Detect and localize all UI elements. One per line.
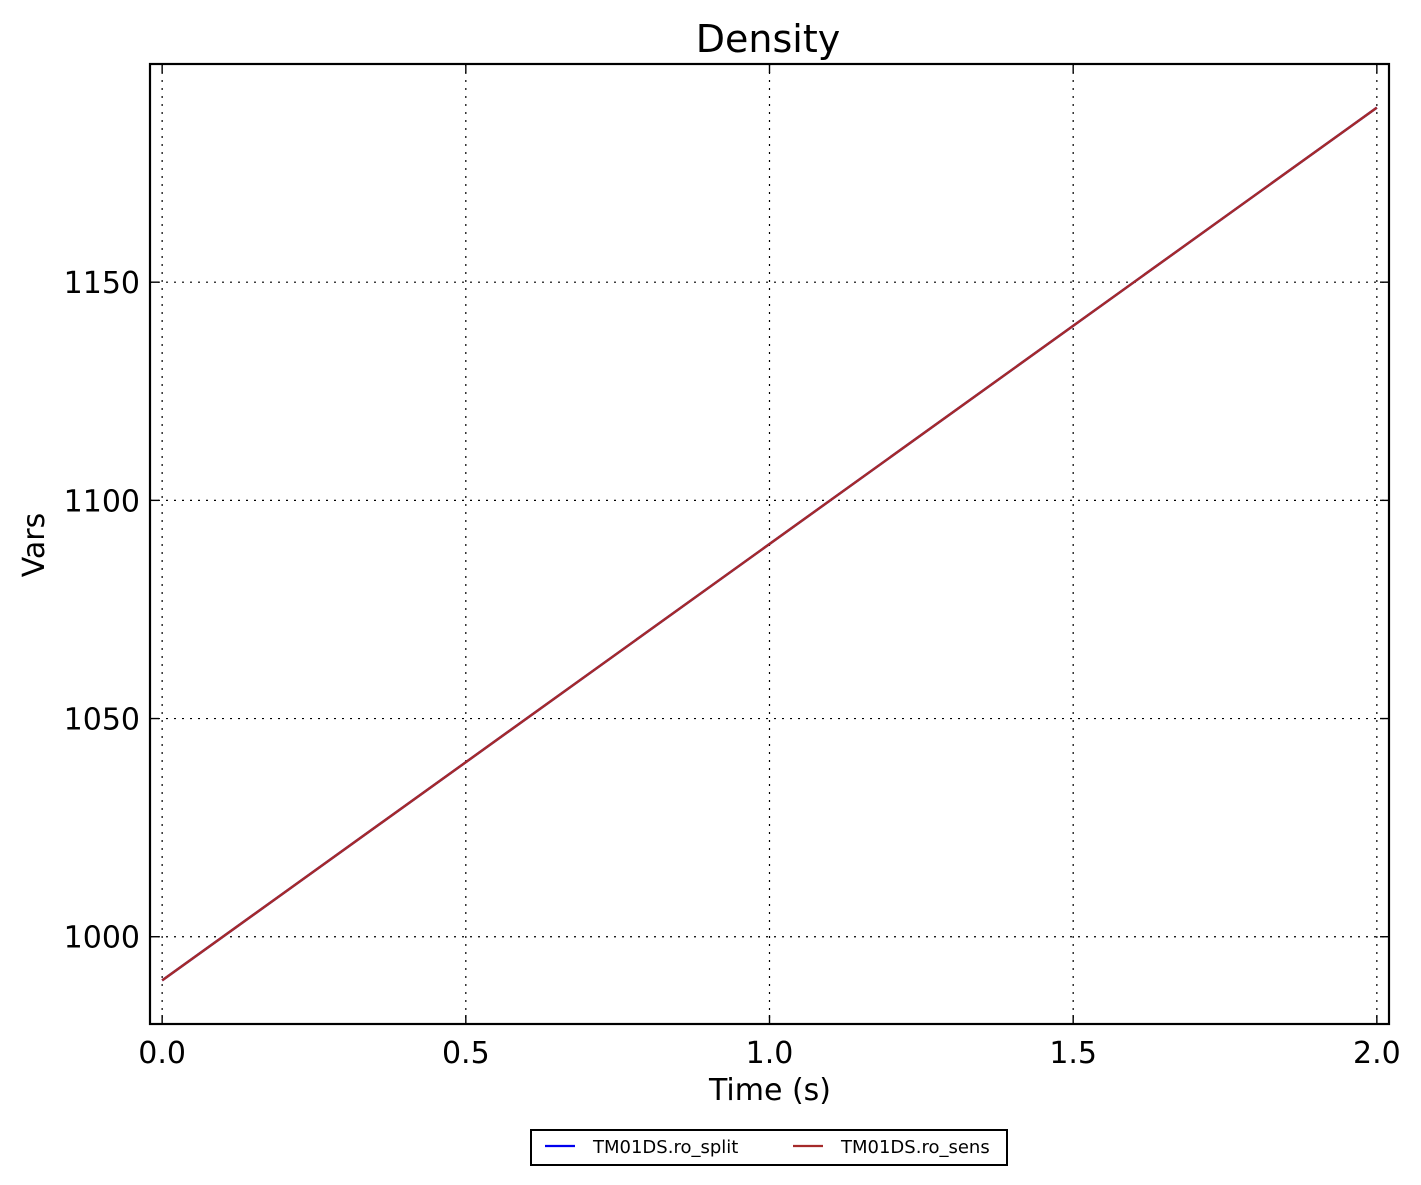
x-tick-labels: 0.0 0.5 1.0 1.5 2.0	[138, 1036, 1400, 1071]
y-tick-labels: 1000 1050 1100 1150	[64, 266, 140, 956]
y-tick-label: 1000	[64, 921, 140, 956]
x-tick-label: 2.0	[1353, 1036, 1401, 1071]
chart-title: Density	[696, 17, 840, 61]
axis-ticks	[150, 64, 1389, 1024]
legend-label-ro-split: TM01DS.ro_split	[592, 1137, 738, 1158]
legend: TM01DS.ro_split TM01DS.ro_sens	[530, 1129, 1008, 1166]
legend-box	[530, 1129, 1008, 1166]
x-axis-label: Time (s)	[708, 1073, 831, 1108]
y-tick-label: 1150	[64, 266, 140, 301]
legend-label-ro-sens: TM01DS.ro_sens	[840, 1137, 990, 1158]
plot-lines	[161, 106, 1378, 982]
series-line-1	[161, 106, 1378, 982]
y-tick-label: 1050	[64, 703, 140, 738]
grid-lines	[150, 64, 1389, 1024]
x-tick-label: 0.5	[442, 1036, 490, 1071]
x-tick-label: 1.0	[746, 1036, 794, 1071]
y-tick-label: 1100	[64, 484, 140, 519]
x-tick-label: 1.5	[1049, 1036, 1097, 1071]
y-axis-label: Vars	[17, 513, 52, 578]
x-tick-label: 0.0	[138, 1036, 186, 1071]
